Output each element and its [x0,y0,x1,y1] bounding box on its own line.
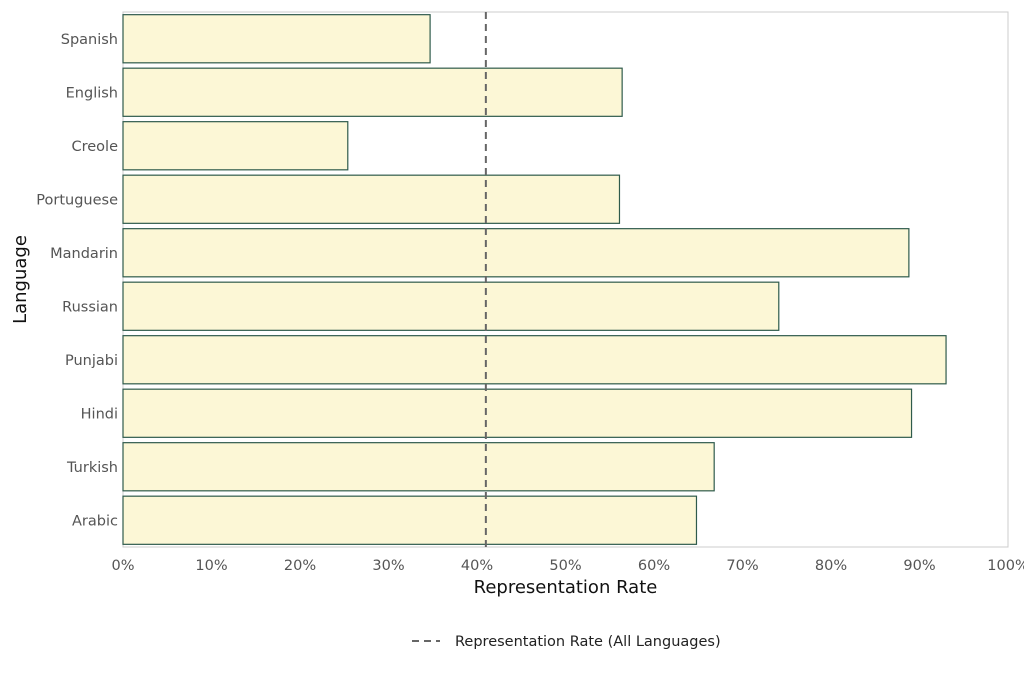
bar-spanish [122,14,431,64]
x-tick-label: 70% [726,558,758,574]
bar-mandarin [122,228,910,278]
y-tick-label-arabic: Arabic [72,513,118,529]
x-tick-label: 60% [638,558,670,574]
y-tick-label-hindi: Hindi [81,406,118,422]
y-axis-title: Language [10,235,31,324]
bar-arabic [122,495,698,545]
bar-russian [122,281,780,331]
y-tick-label-spanish: Spanish [61,32,118,48]
x-tick-label: 0% [111,558,134,574]
bar-turkish [122,442,715,492]
bar-portuguese [122,174,621,224]
y-tick-label-russian: Russian [62,299,118,315]
x-tick-label: 10% [195,558,227,574]
y-tick-label-turkish: Turkish [66,460,118,476]
bar-hindi [122,388,913,438]
y-tick-label-mandarin: Mandarin [50,246,118,262]
y-tick-labels: Spanish English Creole Portuguese Mandarin Ru… [36,32,118,530]
y-tick-label-english: English [66,85,118,101]
x-tick-label: 30% [372,558,404,574]
bar-creole [122,121,349,171]
x-axis-title: Representation Rate [474,577,658,598]
x-tick-label: 20% [284,558,316,574]
x-tick-label: 40% [461,558,493,574]
x-tick-labels: 0% 10% 20% 30% 40% 50% 60% 70% 80% 90% 100% [111,558,1024,574]
bar-punjabi [122,335,947,385]
plot-frame [122,11,1009,548]
legend-entry-label: Representation Rate (All Languages) [455,634,721,650]
y-tick-label-portuguese: Portuguese [36,192,118,208]
y-tick-label-creole: Creole [71,139,118,155]
x-tick-label: 90% [903,558,935,574]
x-tick-label: 80% [815,558,847,574]
bar-english [122,67,623,117]
x-tick-label: 50% [549,558,581,574]
bars-group [122,14,947,545]
y-tick-label-punjabi: Punjabi [65,353,118,369]
x-tick-label: 100% [987,558,1024,574]
legend: Representation Rate (All Languages) [412,634,721,650]
